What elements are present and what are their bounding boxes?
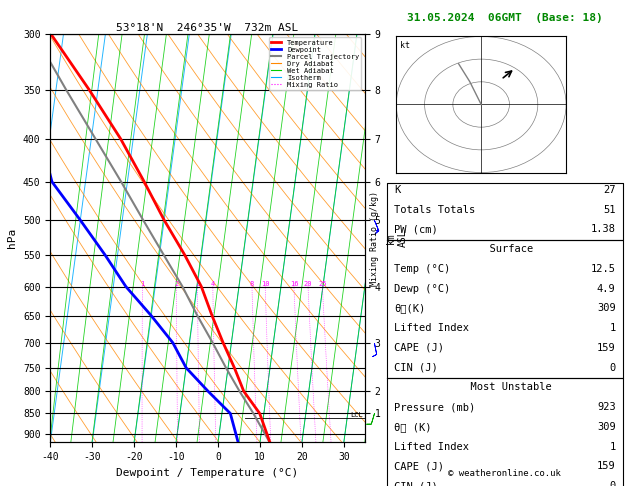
Text: 2: 2 (174, 280, 179, 287)
Text: Pressure (mb): Pressure (mb) (394, 402, 475, 412)
Text: 12.5: 12.5 (591, 264, 616, 274)
X-axis label: Dewpoint / Temperature (°C): Dewpoint / Temperature (°C) (116, 468, 299, 478)
Text: 309: 309 (597, 422, 616, 432)
Text: LCL: LCL (350, 412, 363, 417)
Text: 51: 51 (603, 205, 616, 215)
Text: 309: 309 (597, 303, 616, 313)
Text: Surface: Surface (477, 244, 533, 254)
Text: Dewp (°C): Dewp (°C) (394, 284, 450, 294)
Y-axis label: hPa: hPa (8, 228, 18, 248)
Text: PW (cm): PW (cm) (394, 225, 438, 234)
Text: 25: 25 (318, 280, 326, 287)
Text: 1.38: 1.38 (591, 225, 616, 234)
Text: Temp (°C): Temp (°C) (394, 264, 450, 274)
Text: 8: 8 (250, 280, 254, 287)
Text: 0: 0 (610, 481, 616, 486)
Text: 159: 159 (597, 461, 616, 471)
Text: 20: 20 (304, 280, 312, 287)
Text: © weatheronline.co.uk: © weatheronline.co.uk (448, 469, 561, 478)
Text: 4.9: 4.9 (597, 284, 616, 294)
Text: Most Unstable: Most Unstable (458, 382, 552, 392)
Text: CIN (J): CIN (J) (394, 481, 438, 486)
Text: Mixing Ratio (g/kg): Mixing Ratio (g/kg) (370, 191, 379, 286)
Text: 31.05.2024  06GMT  (Base: 18): 31.05.2024 06GMT (Base: 18) (407, 13, 603, 23)
Text: K: K (394, 185, 400, 195)
Legend: Temperature, Dewpoint, Parcel Trajectory, Dry Adiabat, Wet Adiabat, Isotherm, Mi: Temperature, Dewpoint, Parcel Trajectory… (269, 37, 361, 90)
Text: Lifted Index: Lifted Index (394, 323, 469, 333)
Text: 10: 10 (261, 280, 269, 287)
Text: kt: kt (399, 40, 409, 50)
Text: 16: 16 (290, 280, 298, 287)
Text: 0: 0 (610, 363, 616, 373)
Text: 27: 27 (603, 185, 616, 195)
Text: CAPE (J): CAPE (J) (394, 343, 444, 353)
Text: 3: 3 (195, 280, 199, 287)
Text: 159: 159 (597, 343, 616, 353)
Text: θᴄ(K): θᴄ(K) (394, 303, 425, 313)
Text: 1: 1 (610, 323, 616, 333)
Title: 53°18'N  246°35'W  732m ASL: 53°18'N 246°35'W 732m ASL (116, 23, 299, 33)
Y-axis label: km
ASL: km ASL (386, 229, 408, 247)
Text: θᴄ (K): θᴄ (K) (394, 422, 431, 432)
Text: Totals Totals: Totals Totals (394, 205, 475, 215)
Text: CIN (J): CIN (J) (394, 363, 438, 373)
Text: CAPE (J): CAPE (J) (394, 461, 444, 471)
Text: 923: 923 (597, 402, 616, 412)
Text: 4: 4 (211, 280, 215, 287)
Text: 1: 1 (610, 442, 616, 451)
Text: Lifted Index: Lifted Index (394, 442, 469, 451)
Text: 1: 1 (140, 280, 145, 287)
